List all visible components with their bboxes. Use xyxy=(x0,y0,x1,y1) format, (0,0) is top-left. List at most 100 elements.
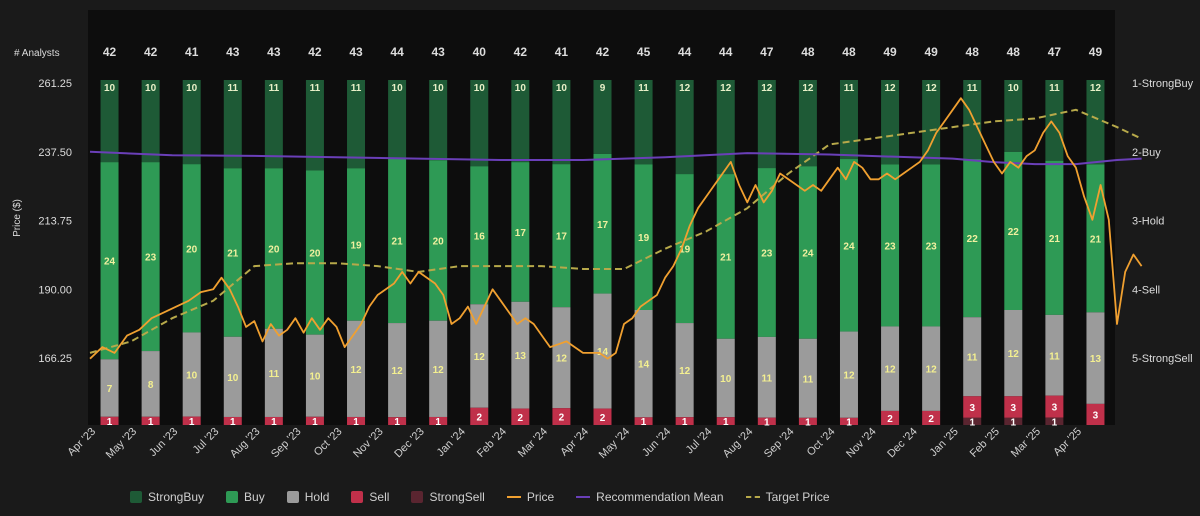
bar-value-label: 11 xyxy=(269,83,280,94)
analyst-count: 49 xyxy=(924,45,938,59)
legend-item-price[interactable]: Price xyxy=(506,490,555,504)
bar-hold xyxy=(305,334,324,417)
bar-value-label: 17 xyxy=(597,220,609,231)
bar-sell xyxy=(223,416,242,425)
legend-label: Buy xyxy=(244,490,265,504)
bar-value-label: 23 xyxy=(145,253,157,264)
bar-value-label: 13 xyxy=(1090,354,1102,365)
x-tick-label: Sep '23 xyxy=(269,426,304,461)
bar-sell xyxy=(922,410,941,425)
legend-item-target-price[interactable]: Target Price xyxy=(745,490,830,504)
bar-sell xyxy=(798,417,817,425)
chart-svg: # Analysts Price ($) 261.25 237.50 213.75 190… xyxy=(12,10,1194,461)
bar-sell xyxy=(634,417,653,425)
legend-label: Target Price xyxy=(765,490,830,504)
bar-value-label: 10 xyxy=(1008,83,1020,94)
bar-buy xyxy=(223,168,242,337)
bar-strongsell xyxy=(963,417,982,425)
bar-value-label: 10 xyxy=(515,83,527,94)
bar-value-label: 20 xyxy=(268,244,280,255)
bar-strongbuy xyxy=(182,80,201,165)
x-tick-label: Aug '24 xyxy=(721,426,756,461)
bar-strongbuy xyxy=(716,80,735,175)
bar-value-label: 11 xyxy=(844,83,855,94)
bar-value-label: 12 xyxy=(392,366,404,377)
bar-value-label: 23 xyxy=(926,241,938,252)
legend-swatch-strongsell xyxy=(411,491,424,503)
analyst-count: 49 xyxy=(1089,45,1103,59)
legend-item-hold[interactable]: Hold xyxy=(286,490,330,504)
bar-value-label: 10 xyxy=(309,372,321,383)
bar-hold xyxy=(511,301,530,409)
bar-buy xyxy=(388,158,407,324)
legend-item-sell[interactable]: Sell xyxy=(351,490,389,504)
x-tick-label: Jan '24 xyxy=(435,426,468,459)
bar-hold xyxy=(429,320,448,417)
bar-value-label: 14 xyxy=(597,347,609,358)
analyst-count: 41 xyxy=(185,45,199,59)
legend-label: Hold xyxy=(304,490,330,504)
x-tick-label: Jul '24 xyxy=(684,426,715,457)
bar-sell xyxy=(552,408,571,425)
bar-value-label: 22 xyxy=(967,234,979,245)
bar-value-label: 1 xyxy=(353,417,359,428)
bar-value-label: 12 xyxy=(926,365,938,376)
rec-mean-line xyxy=(89,150,1142,166)
bar-buy xyxy=(100,162,119,360)
bar-strongbuy xyxy=(634,80,653,165)
y-axis-label: Price ($) xyxy=(12,199,23,237)
bar-value-label: 20 xyxy=(186,244,198,255)
legend-item-rec-mean[interactable]: Recommendation Mean xyxy=(576,490,724,504)
bar-value-label: 1 xyxy=(682,417,688,428)
bar-value-label: 12 xyxy=(679,83,691,94)
bar-strongbuy xyxy=(141,80,160,163)
bar-buy xyxy=(1086,164,1105,313)
bar-value-label: 16 xyxy=(474,231,486,242)
legend-swatch-target-price xyxy=(745,496,760,498)
bar-hold xyxy=(839,331,858,418)
bar-strongbuy xyxy=(675,80,694,175)
bar-value-label: 22 xyxy=(1008,227,1020,238)
analyst-count: 42 xyxy=(103,45,117,59)
legend-item-strongsell[interactable]: StrongSell xyxy=(411,490,485,504)
x-tick-label: Apr '24 xyxy=(558,426,591,459)
y-tick-label: 190.00 xyxy=(38,284,72,296)
bar-buy xyxy=(305,170,324,335)
bar-buy xyxy=(511,162,530,302)
bar-value-label: 3 xyxy=(1011,403,1017,414)
bar-sell xyxy=(141,416,160,425)
bar-value-label: 10 xyxy=(433,83,445,94)
bar-value-label: 1 xyxy=(764,417,770,428)
legend-item-buy[interactable]: Buy xyxy=(226,490,265,504)
analyst-count: 48 xyxy=(1007,45,1021,59)
bar-strongbuy xyxy=(1045,80,1064,161)
x-tick-label: May '23 xyxy=(104,426,139,461)
legend-label: StrongBuy xyxy=(148,490,205,504)
analyst-count: 42 xyxy=(144,45,158,59)
bar-value-label: 10 xyxy=(556,83,568,94)
price-line xyxy=(89,97,1143,360)
legend-swatch-strongbuy xyxy=(130,491,142,503)
x-tick-label: Apr '23 xyxy=(65,426,98,459)
bar-value-label: 12 xyxy=(433,365,445,376)
bar-hold xyxy=(634,310,653,418)
bar-buy xyxy=(716,174,735,339)
bar-value-label: 10 xyxy=(145,83,157,94)
bar-strongbuy xyxy=(552,80,571,165)
bar-buy xyxy=(922,164,941,327)
legend-item-strongbuy[interactable]: StrongBuy xyxy=(130,490,204,504)
bar-value-label: 1 xyxy=(107,417,113,428)
bar-hold xyxy=(141,351,160,417)
bar-value-label: 11 xyxy=(1049,351,1060,362)
bar-hold xyxy=(716,338,735,418)
x-tick-label: Jul '23 xyxy=(191,426,222,457)
analyst-count: 42 xyxy=(596,45,610,59)
bar-value-label: 11 xyxy=(227,83,238,94)
x-tick-label: Dec '24 xyxy=(885,426,920,461)
bar-hold xyxy=(675,323,694,418)
bar-value-label: 1 xyxy=(1011,417,1017,428)
legend-label: Price xyxy=(526,490,555,504)
bar-strongbuy xyxy=(757,80,776,169)
bar-hold xyxy=(1004,310,1023,397)
analyst-count: 48 xyxy=(801,45,815,59)
